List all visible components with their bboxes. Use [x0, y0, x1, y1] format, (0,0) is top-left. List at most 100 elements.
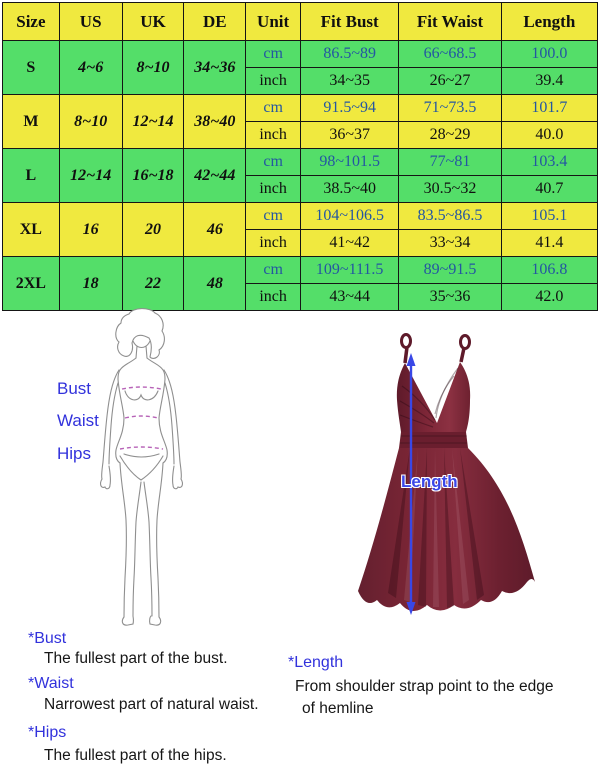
cell-unit-inch: inch: [245, 283, 301, 311]
cell-unit-cm: cm: [245, 40, 301, 68]
dress-skirt: [358, 448, 535, 612]
cell-us: 4~6: [58, 40, 123, 95]
table-row-m: M 8~10 12~14 38~40 cm 91.5~94 71~73.5 10…: [2, 94, 599, 149]
cell-unit-cm: cm: [245, 256, 301, 284]
cell-unit-cm: cm: [245, 94, 301, 122]
table-row: 2XL 18 22 48 cm 109~111.5 89~91.5 106.8: [2, 256, 599, 311]
cell-size: L: [2, 148, 60, 203]
header-length: Length: [500, 2, 599, 41]
table-row-l: L 12~14 16~18 42~44 cm 98~101.5 77~81 10…: [2, 148, 599, 203]
table-row-s: S 4~6 8~10 34~36 cm 86.5~89 66~68.5 100.…: [2, 40, 599, 95]
cell-length-cm: 100.0: [500, 40, 599, 68]
dress-straps: [400, 333, 471, 364]
cell-uk: 20: [121, 202, 185, 257]
cell-waist-inch: 30.5~32: [398, 175, 502, 203]
header-us: US: [58, 2, 123, 41]
cell-waist-inch: 28~29: [398, 121, 502, 149]
cell-unit-cm: cm: [245, 148, 301, 176]
cell-unit-inch: inch: [245, 121, 301, 149]
cell-unit-inch: inch: [245, 67, 301, 95]
cell-us: 12~14: [58, 148, 123, 203]
cell-length-inch: 42.0: [500, 283, 599, 311]
cell-unit-cm: cm: [245, 202, 301, 230]
cell-size: M: [2, 94, 60, 149]
dress-bodice: [396, 362, 471, 432]
cell-de: 34~36: [183, 40, 247, 95]
cell-length-inch: 39.4: [500, 67, 599, 95]
cell-waist-cm: 71~73.5: [398, 94, 502, 122]
cell-de: 48: [183, 256, 247, 311]
header-fit-bust: Fit Bust: [299, 2, 400, 41]
table-row: inch 36~37 28~29 40.0: [3, 121, 599, 149]
waist-measure-line: [124, 415, 159, 419]
cell-waist-cm: 89~91.5: [398, 256, 502, 284]
cell-uk: 8~10: [121, 40, 185, 95]
cell-waist-inch: 26~27: [398, 67, 502, 95]
header-de: DE: [183, 2, 247, 41]
cell-us: 8~10: [58, 94, 123, 149]
body-figure-illustration: [100, 308, 183, 626]
figure-waist-label: Waist: [57, 411, 99, 430]
cell-uk: 16~18: [121, 148, 185, 203]
note-waist-desc: Narrowest part of natural waist.: [44, 696, 259, 713]
table-header-row: Size US UK DE Unit Fit Bust Fit Waist Le…: [2, 2, 599, 41]
dress-length-label: Length: [401, 472, 458, 491]
cell-bust-cm: 91.5~94: [299, 94, 400, 122]
note-length-title: *Length: [288, 654, 344, 671]
note-length-desc-line1: From shoulder strap point to the edge: [295, 678, 554, 695]
table-row: inch 34~35 26~27 39.4: [3, 67, 599, 95]
cell-size: XL: [2, 202, 60, 257]
table-row: inch 43~44 35~36 42.0: [3, 283, 599, 311]
note-bust-desc: The fullest part of the bust.: [44, 650, 228, 667]
header-size: Size: [2, 2, 60, 41]
table-row: S 4~6 8~10 34~36 cm 86.5~89 66~68.5 100.…: [2, 40, 599, 95]
note-waist-title: *Waist: [28, 675, 74, 692]
cell-length-cm: 101.7: [500, 94, 599, 122]
cell-bust-inch: 34~35: [299, 67, 400, 95]
cell-length-inch: 40.7: [500, 175, 599, 203]
cell-bust-cm: 109~111.5: [299, 256, 400, 284]
cell-bust-inch: 41~42: [299, 229, 400, 257]
cell-unit-inch: inch: [245, 175, 301, 203]
cell-us: 18: [58, 256, 123, 311]
cell-de: 42~44: [183, 148, 247, 203]
cell-bust-inch: 36~37: [299, 121, 400, 149]
cell-waist-inch: 33~34: [398, 229, 502, 257]
header-fit-waist: Fit Waist: [398, 2, 502, 41]
cell-bust-inch: 38.5~40: [299, 175, 400, 203]
cell-waist-cm: 83.5~86.5: [398, 202, 502, 230]
cell-uk: 22: [121, 256, 185, 311]
header-uk: UK: [121, 2, 185, 41]
note-hips-desc: The fullest part of the hips.: [44, 747, 227, 764]
table-row: M 8~10 12~14 38~40 cm 91.5~94 71~73.5 10…: [2, 94, 599, 149]
cell-length-inch: 41.4: [500, 229, 599, 257]
header-unit: Unit: [245, 2, 301, 41]
cell-waist-cm: 77~81: [398, 148, 502, 176]
dress-illustration: [358, 333, 535, 615]
table-row: XL 16 20 46 cm 104~106.5 83.5~86.5 105.1: [2, 202, 599, 257]
cell-bust-inch: 43~44: [299, 283, 400, 311]
cell-bust-cm: 98~101.5: [299, 148, 400, 176]
cell-length-cm: 105.1: [500, 202, 599, 230]
cell-de: 46: [183, 202, 247, 257]
cell-de: 38~40: [183, 94, 247, 149]
cell-waist-inch: 35~36: [398, 283, 502, 311]
table-row: L 12~14 16~18 42~44 cm 98~101.5 77~81 10…: [2, 148, 599, 203]
cell-size: 2XL: [2, 256, 60, 311]
table-row: inch 38.5~40 30.5~32 40.7: [3, 175, 599, 203]
cell-bust-cm: 104~106.5: [299, 202, 400, 230]
cell-length-cm: 103.4: [500, 148, 599, 176]
hips-measure-line: [119, 446, 164, 450]
bust-measure-line: [121, 386, 162, 390]
cell-bust-cm: 86.5~89: [299, 40, 400, 68]
figure-bust-label: Bust: [57, 379, 92, 398]
note-length-desc-line2: of hemline: [302, 700, 374, 717]
figure-hips-label: Hips: [57, 444, 92, 463]
length-arrow: [406, 353, 416, 615]
size-table: Size US UK DE Unit Fit Bust Fit Waist Le…: [2, 2, 599, 311]
cell-length-inch: 40.0: [500, 121, 599, 149]
cell-uk: 12~14: [121, 94, 185, 149]
cell-length-cm: 106.8: [500, 256, 599, 284]
table-row-2xl: 2XL 18 22 48 cm 109~111.5 89~91.5 106.8 …: [2, 256, 599, 311]
